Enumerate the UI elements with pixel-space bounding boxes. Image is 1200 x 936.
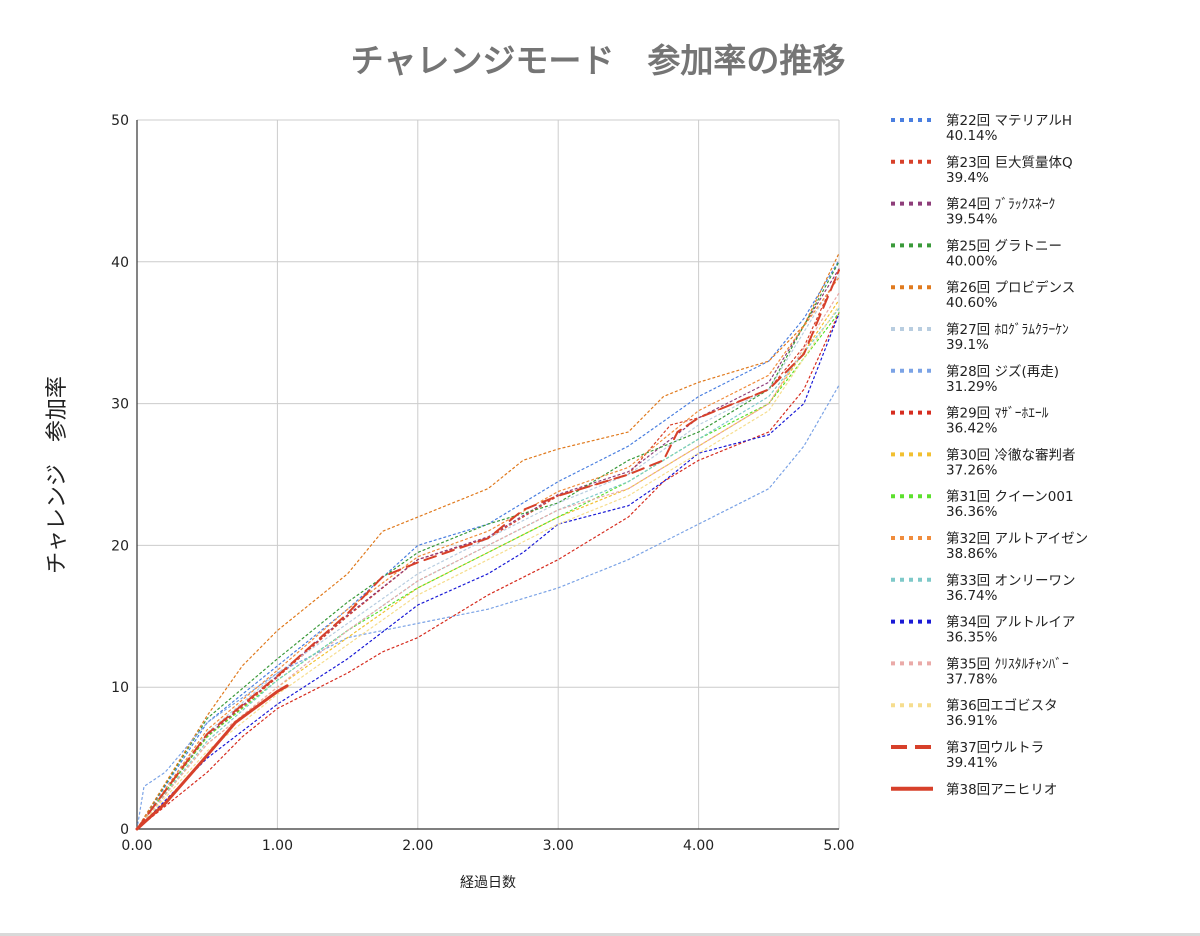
legend-label: 第23回 巨大質量体Q — [946, 154, 1073, 171]
legend-label: 第35回 ｸﾘｽﾀﾙﾁｬﾝﾊﾞｰ — [946, 655, 1069, 672]
legend-value: 37.26% — [946, 462, 998, 478]
legend-value: 40.00% — [946, 253, 998, 269]
legend-label: 第33回 オンリーワン — [946, 572, 1075, 589]
series-line-33 — [136, 308, 840, 830]
y-tick-label: 0 — [120, 822, 129, 838]
legend-value: 31.29% — [946, 379, 998, 395]
y-tick-label: 50 — [111, 113, 129, 129]
legend-label: 第28回 ジズ(再走) — [946, 363, 1059, 380]
series-line-24 — [136, 268, 840, 830]
series-line-35 — [136, 292, 840, 830]
series-line-22 — [136, 259, 840, 830]
legend-value: 36.74% — [946, 588, 998, 604]
legend-value: 36.91% — [946, 713, 998, 729]
legend-value: 40.14% — [946, 128, 998, 144]
y-axis-ticks: 0 10 20 30 40 50 — [111, 113, 129, 838]
legend-value: 39.41% — [946, 755, 998, 771]
x-tick-label: 4.00 — [683, 838, 714, 854]
series-line-25 — [136, 261, 840, 830]
legend-label: 第24回 ﾌﾞﾗｯｸｽﾈｰｸ — [946, 196, 1055, 213]
y-tick-label: 20 — [111, 538, 129, 554]
x-tick-label: 5.00 — [823, 838, 854, 854]
legend-label: 第31回 クイーン001 — [946, 488, 1074, 505]
x-tick-label: 1.00 — [262, 838, 293, 854]
y-tick-label: 10 — [111, 680, 129, 696]
legend-label: 第27回 ﾎﾛｸﾞﾗﾑｸﾗｰｹﾝ — [946, 321, 1069, 338]
legend-label: 第38回アニヒリオ — [946, 781, 1057, 798]
legend-value: 39.1% — [946, 337, 989, 353]
x-axis-label: 経過日数 — [460, 875, 516, 891]
x-tick-label: 3.00 — [543, 838, 574, 854]
axes — [136, 120, 839, 830]
series-line-31 — [136, 312, 840, 830]
series-line-26 — [136, 252, 840, 830]
series-line-32 — [136, 276, 840, 830]
y-tick-label: 30 — [111, 397, 129, 413]
y-tick-label: 40 — [111, 255, 129, 271]
gridlines — [136, 119, 840, 830]
series-line-36 — [136, 305, 840, 830]
legend-value: 40.60% — [946, 295, 998, 311]
series-line-34 — [136, 313, 840, 830]
legend-label: 第37回ウルトラ — [946, 739, 1044, 756]
legend-label: 第30回 冷徹な審判者 — [946, 446, 1075, 463]
legend-label: 第32回 アルトアイゼン — [946, 530, 1088, 547]
legend-label: 第36回エゴビスタ — [946, 697, 1058, 714]
x-axis-ticks: 0.00 1.00 2.00 3.00 4.00 5.00 — [121, 838, 854, 854]
legend-label: 第25回 グラトニー — [946, 237, 1062, 254]
legend-label: 第29回 ﾏｻﾞｰﾎｴｰﾙ — [946, 405, 1049, 422]
chart-title: チャレンジモード 参加率の推移 — [351, 41, 846, 80]
legend-label: 第22回 マテリアルH — [946, 112, 1072, 129]
legend-value: 39.54% — [946, 212, 998, 228]
legend-label: 第26回 プロビデンス — [946, 279, 1075, 296]
bottom-divider — [0, 933, 1200, 936]
legend-value: 36.36% — [946, 504, 998, 520]
series-line-29 — [136, 312, 840, 830]
legend-value: 37.78% — [946, 671, 998, 687]
series-line-38 — [135, 684, 289, 831]
legend-label: 第34回 アルトルイア — [946, 614, 1075, 631]
series-line-23 — [136, 269, 840, 830]
series-line-37 — [136, 269, 840, 830]
legend-value: 39.4% — [946, 170, 989, 186]
legend-value: 38.86% — [946, 546, 998, 562]
x-tick-label: 0.00 — [121, 838, 152, 854]
series-line-27 — [136, 274, 840, 830]
legend-value: 36.42% — [946, 421, 998, 437]
x-tick-label: 2.00 — [402, 838, 433, 854]
y-axis-label: チャレンジ 参加率 — [45, 376, 70, 574]
legend-value: 36.35% — [946, 630, 998, 646]
series-line-28 — [136, 384, 840, 830]
series-lines — [135, 252, 840, 831]
